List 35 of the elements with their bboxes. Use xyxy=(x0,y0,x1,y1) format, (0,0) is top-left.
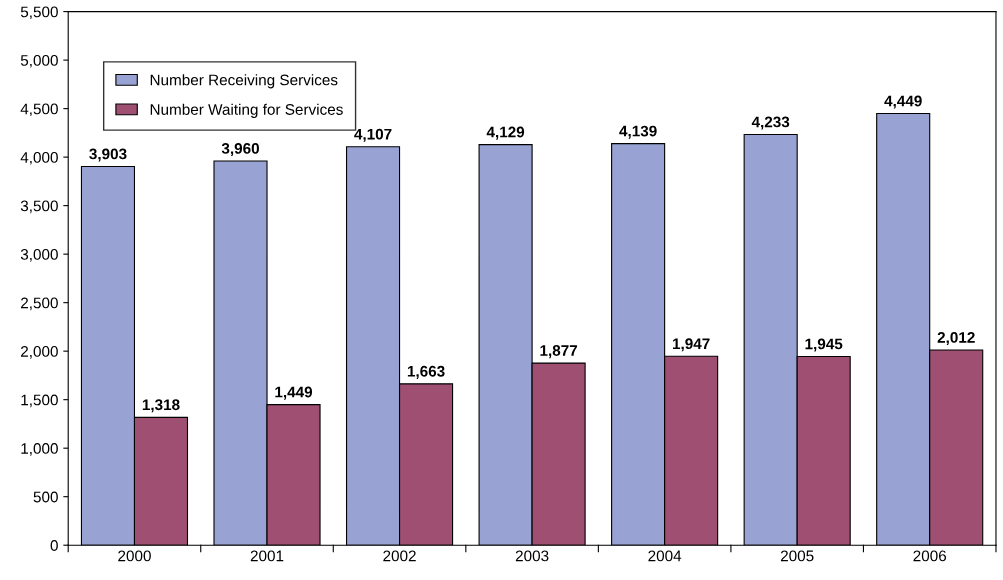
data-label: 4,233 xyxy=(751,116,790,130)
x-tick-label: 2001 xyxy=(250,550,284,562)
x-tick-label: 2006 xyxy=(913,550,947,562)
x-tick-label: 2003 xyxy=(515,550,549,562)
data-label: 1,318 xyxy=(142,399,180,413)
y-tick-label: 4,000 xyxy=(20,151,58,165)
x-tick-label: 2004 xyxy=(648,550,682,562)
data-label: 4,139 xyxy=(619,125,657,139)
x-tick-label: 2005 xyxy=(780,550,814,562)
x-tick-label: 2002 xyxy=(383,550,416,562)
y-tick-label: 5,000 xyxy=(20,54,58,68)
y-tick-label: 3,000 xyxy=(20,249,58,262)
legend-label: Number Waiting for Services xyxy=(150,103,343,118)
y-tick-label: 0 xyxy=(50,540,58,551)
data-label: 1,877 xyxy=(540,345,578,359)
y-tick-label: 500 xyxy=(33,491,58,503)
y-tick-label: 4,500 xyxy=(20,103,58,117)
y-tick-label: 2,500 xyxy=(21,297,58,311)
y-tick-label: 2,000 xyxy=(21,346,58,359)
x-tick-label: 2000 xyxy=(118,550,151,562)
data-label: 2,012 xyxy=(937,331,975,346)
y-tick-label: 1,500 xyxy=(21,394,58,408)
y-tick-label: 5,500 xyxy=(20,6,58,20)
data-label: 4,129 xyxy=(486,126,525,140)
data-label: 1,945 xyxy=(805,338,843,352)
y-tick-label: 1,000 xyxy=(21,443,58,456)
data-label: 3,903 xyxy=(89,148,127,162)
y-tick-label: 3,500 xyxy=(20,200,58,214)
data-label: 1,449 xyxy=(275,386,313,400)
data-label: 3,960 xyxy=(221,143,259,157)
data-label: 4,107 xyxy=(354,128,392,142)
legend-label: Number Receiving Services xyxy=(150,74,338,89)
data-label: 1,947 xyxy=(672,338,710,352)
data-label: 4,449 xyxy=(884,95,922,109)
data-label: 1,663 xyxy=(407,365,445,379)
